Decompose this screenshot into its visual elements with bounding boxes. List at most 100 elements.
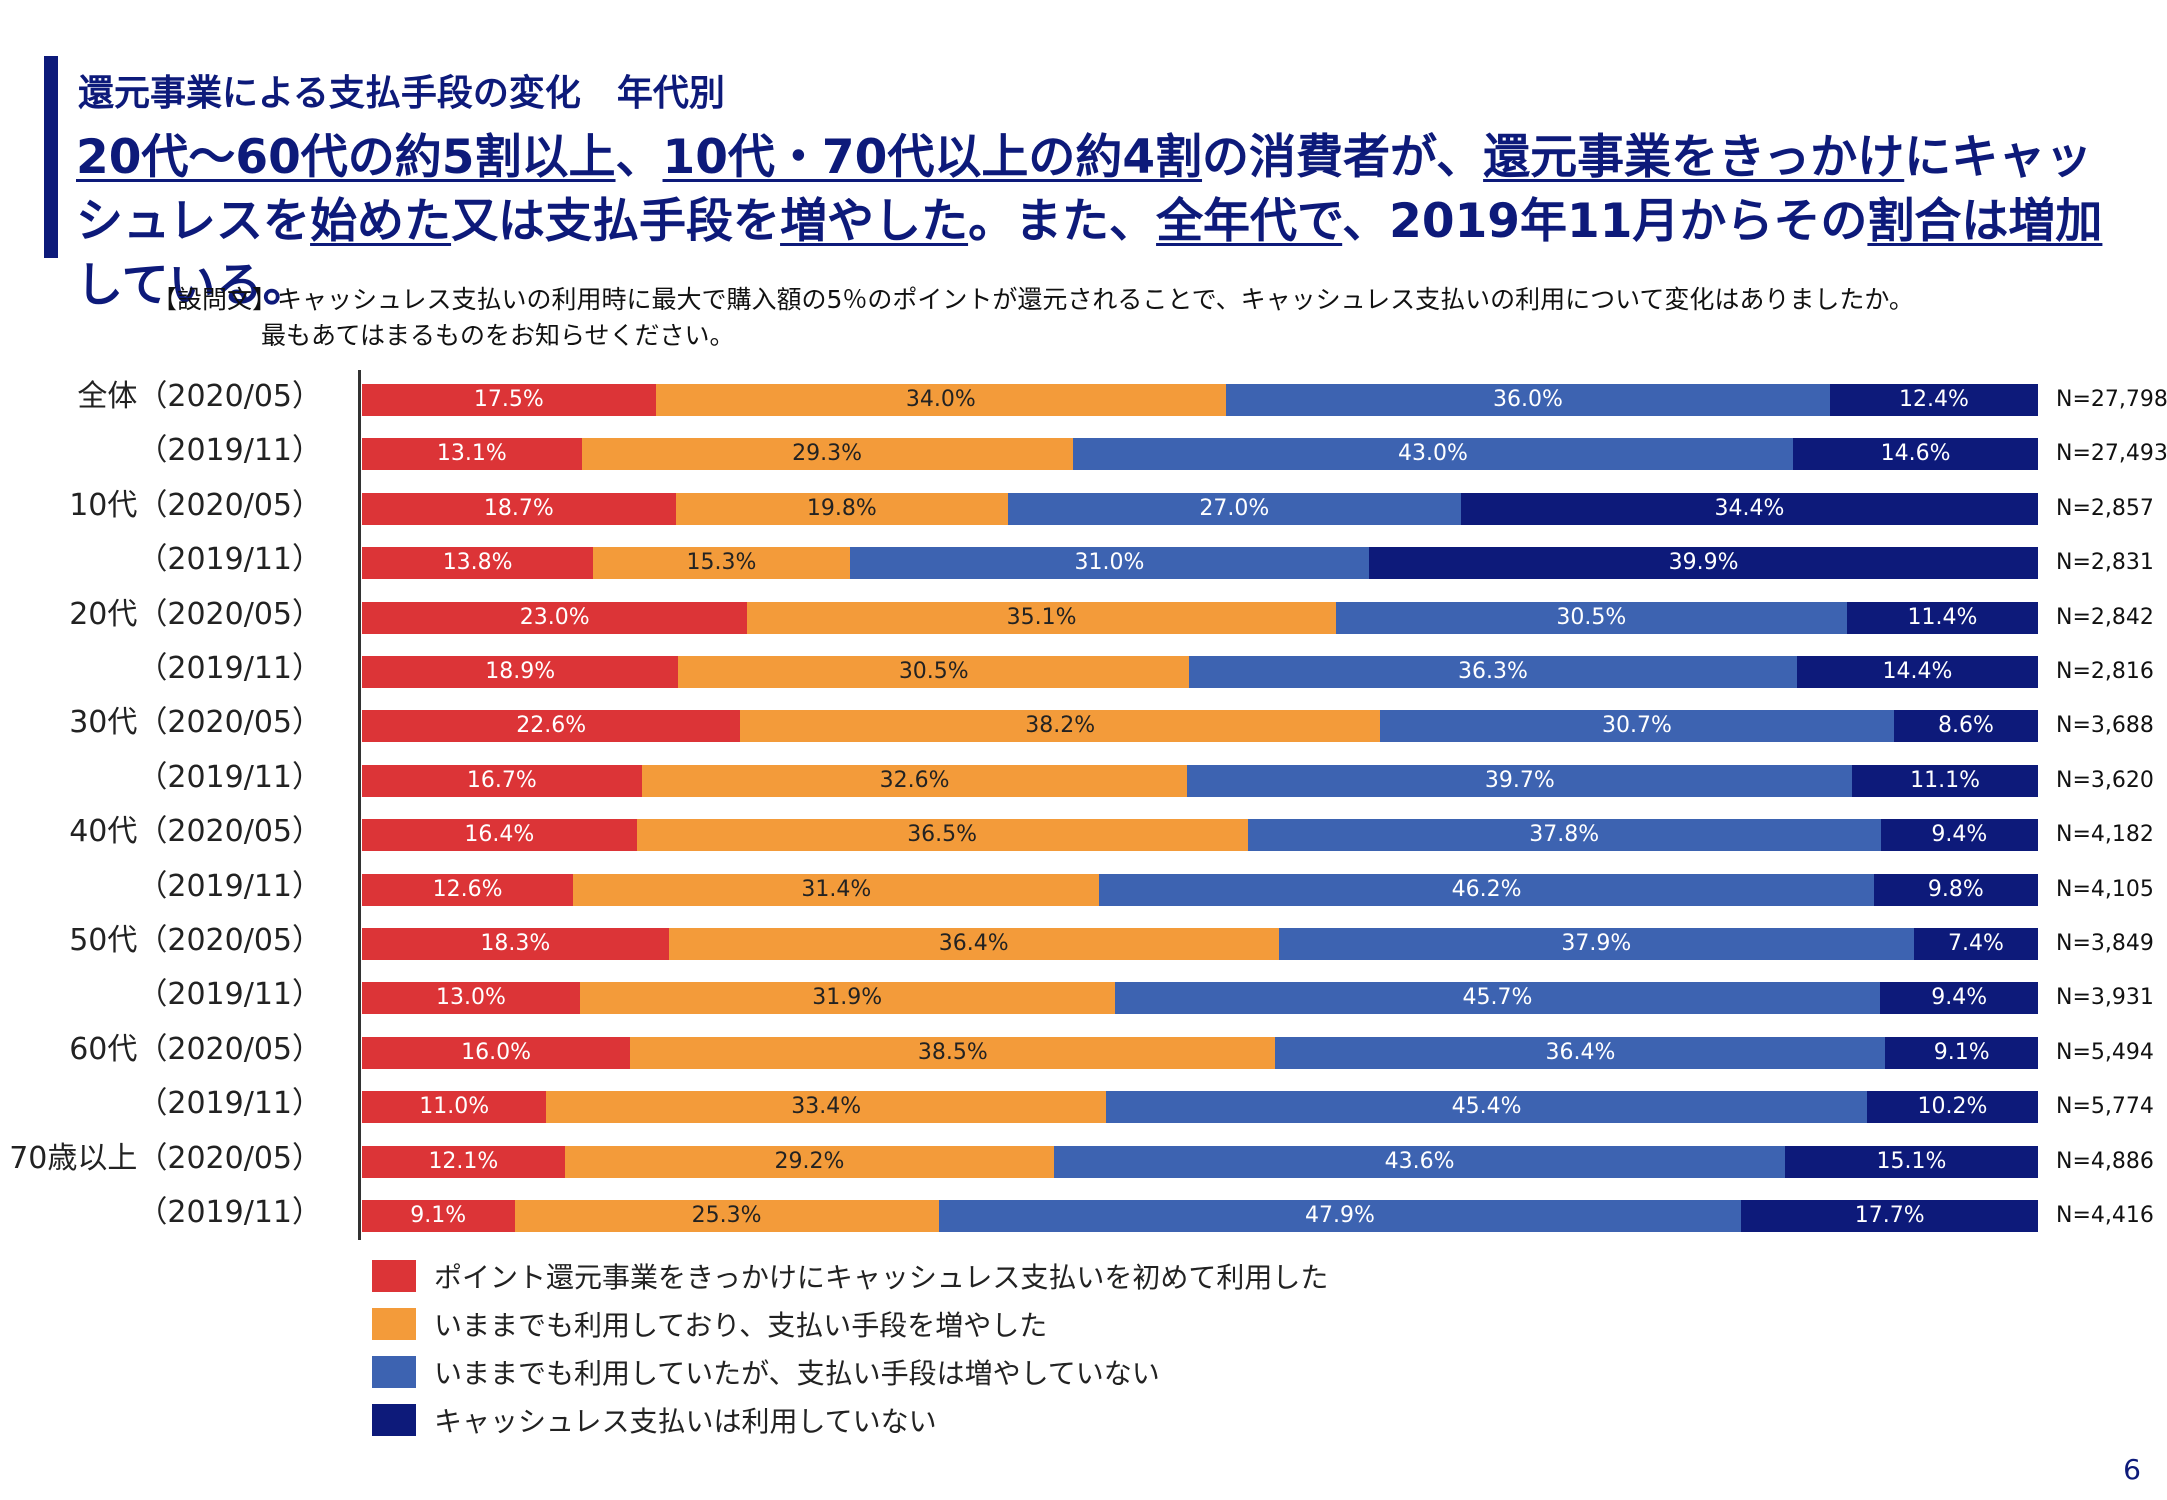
bar-row: 40代（2020/05） 16.4% 36.5% 37.8% 9.4% N=4,182 <box>0 805 2167 859</box>
bar-segment: 22.6% <box>362 710 741 743</box>
bar-segment: 30.5% <box>678 656 1190 688</box>
stacked-bar: 18.3% 36.4% 37.9% 7.4% <box>362 928 2038 960</box>
legend-label: いままでも利用しており、支払い手段を増やした <box>434 1309 1048 1342</box>
bar-segment: 31.0% <box>849 547 1370 580</box>
headline-part: 20代～60代の約5割以上 <box>76 130 616 185</box>
sample-size-label: N=27,493 <box>2056 441 2167 467</box>
category-label: 60代（2020/05） <box>69 1031 322 1067</box>
bar-segment: 15.1% <box>1784 1145 2038 1178</box>
bar-segment: 47.9% <box>938 1200 1742 1232</box>
stacked-bar-chart: 全体（2020/05） 17.5% 34.0% 36.0% 12.4% N=27,798 （… <box>0 370 2167 1250</box>
bar-segment: 18.3% <box>362 928 669 960</box>
stacked-bar: 17.5% 34.0% 36.0% 12.4% <box>362 384 2038 416</box>
category-label: （2019/11） <box>137 542 322 578</box>
bar-segment: 38.2% <box>740 710 1380 743</box>
bar-segment: 23.0% <box>362 601 748 634</box>
bar-row: 70歳以上（2020/05） 12.1% 29.2% 43.6% 15.1% N=4,88… <box>0 1132 2167 1186</box>
legend-label: ポイント還元事業をきっかけにキャッシュレス支払いを初めて利用した <box>434 1261 1329 1294</box>
bar-segment: 35.1% <box>747 601 1336 634</box>
bar-segment: 17.7% <box>1741 1200 2038 1232</box>
bar-row: 10代（2020/05） 18.7% 19.8% 27.0% 34.4% N=2,857 <box>0 479 2167 533</box>
bar-segment: 10.2% <box>1867 1091 2038 1124</box>
stacked-bar: 12.1% 29.2% 43.6% 15.1% <box>362 1145 2038 1178</box>
bar-segment: 14.4% <box>1796 656 2038 688</box>
bar-segment: 7.4% <box>1913 928 2038 960</box>
bar-row: （2019/11） 13.0% 31.9% 45.7% 9.4% N=3,931 <box>0 968 2167 1022</box>
bar-segment: 12.6% <box>362 873 574 906</box>
bar-row: （2019/11） 12.6% 31.4% 46.2% 9.8% N=4,105 <box>0 860 2167 914</box>
bar-segment: 32.6% <box>641 764 1188 797</box>
sample-size-label: N=2,831 <box>2056 550 2154 576</box>
bar-segment: 37.8% <box>1247 819 1881 852</box>
bar-segment: 12.1% <box>362 1145 565 1178</box>
sample-size-label: N=3,688 <box>2056 713 2154 739</box>
category-label: 70歳以上（2020/05） <box>9 1140 322 1176</box>
bar-segment: 31.4% <box>573 873 1100 906</box>
legend-label: いままでも利用していたが、支払い手段は増やしていない <box>434 1357 1160 1390</box>
bar-segment: 9.1% <box>1885 1036 2038 1069</box>
bar-segment: 9.8% <box>1873 873 2038 906</box>
stacked-bar: 22.6% 38.2% 30.7% 8.6% <box>362 710 2038 743</box>
bar-segment: 36.0% <box>1225 384 1830 416</box>
bar-segment: 16.7% <box>362 764 642 797</box>
category-label: 20代（2020/05） <box>69 596 322 632</box>
survey-question: 【設問文】キャッシュレス支払いの利用時に最大で購入額の5％のポイントが還元される… <box>152 282 1914 354</box>
bar-segment: 8.6% <box>1893 710 2038 743</box>
headline-part: 増やした <box>780 194 969 249</box>
category-label: （2019/11） <box>137 977 322 1013</box>
bar-segment: 13.0% <box>362 982 580 1015</box>
stacked-bar: 18.7% 19.8% 27.0% 34.4% <box>362 492 2038 525</box>
sample-size-label: N=2,816 <box>2056 659 2154 684</box>
bar-segment: 25.3% <box>514 1200 939 1232</box>
bar-segment: 11.0% <box>362 1091 547 1124</box>
stacked-bar: 13.8% 15.3% 31.0% 39.9% <box>362 547 2038 580</box>
headline-part: の消費者が、 <box>1202 130 1484 185</box>
bar-segment: 34.4% <box>1460 492 2038 525</box>
category-label: 50代（2020/05） <box>69 923 322 958</box>
bar-segment: 36.3% <box>1189 656 1797 688</box>
category-label: （2019/11） <box>137 868 322 904</box>
chart-legend: ポイント還元事業をきっかけにキャッシュレス支払いを初めて利用した いままでも利用し… <box>372 1252 1328 1444</box>
category-label: （2019/11） <box>137 651 322 686</box>
legend-item: いままでも利用していたが、支払い手段は増やしていない <box>372 1348 1328 1396</box>
slide-headline: 20代～60代の約5割以上、10代・70代以上の約4割の消費者が、還元事業をきっ… <box>76 126 2136 318</box>
legend-item: いままでも利用しており、支払い手段を増やした <box>372 1300 1328 1348</box>
sample-size-label: N=2,857 <box>2056 495 2154 521</box>
bar-row: （2019/11） 13.1% 29.3% 43.0% 14.6% N=27,493 <box>0 424 2167 478</box>
bar-row: 30代（2020/05） 22.6% 38.2% 30.7% 8.6% N=3,688 <box>0 696 2167 750</box>
slide-subtitle: 還元事業による支払手段の変化 年代別 <box>78 73 725 114</box>
sample-size-label: N=5,774 <box>2056 1094 2154 1120</box>
bar-segment: 9.4% <box>1880 982 2038 1015</box>
bar-row: 50代（2020/05） 18.3% 36.4% 37.9% 7.4% N=3,849 <box>0 914 2167 968</box>
bar-segment: 45.7% <box>1114 982 1881 1015</box>
page-number: 6 <box>2123 1453 2141 1486</box>
bar-segment: 9.1% <box>362 1200 515 1232</box>
legend-item: キャッシュレス支払いは利用していない <box>372 1396 1328 1444</box>
bar-segment: 34.0% <box>655 384 1226 416</box>
sample-size-label: N=2,842 <box>2056 604 2154 630</box>
stacked-bar: 13.1% 29.3% 43.0% 14.6% <box>362 438 2038 471</box>
bar-segment: 33.4% <box>546 1091 1107 1124</box>
bar-segment: 16.0% <box>362 1036 631 1069</box>
bar-segment: 29.2% <box>564 1145 1055 1178</box>
bar-row: 60代（2020/05） 16.0% 38.5% 36.4% 9.1% N=5,494 <box>0 1023 2167 1077</box>
bar-segment: 30.7% <box>1379 710 1894 743</box>
bar-segment: 39.9% <box>1369 547 2038 580</box>
bar-row: 20代（2020/05） 23.0% 35.1% 30.5% 11.4% N=2,842 <box>0 588 2167 642</box>
bar-segment: 31.9% <box>579 982 1115 1015</box>
bar-segment: 13.1% <box>362 438 582 471</box>
bar-segment: 16.4% <box>362 819 637 852</box>
bar-row: （2019/11） 9.1% 25.3% 47.9% 17.7% N=4,416 <box>0 1186 2167 1240</box>
bar-segment: 43.6% <box>1054 1145 1785 1178</box>
bar-segment: 11.4% <box>1846 601 2038 634</box>
bar-row: 全体（2020/05） 17.5% 34.0% 36.0% 12.4% N=27,798 <box>0 370 2167 424</box>
category-label: 全体（2020/05） <box>77 379 322 414</box>
stacked-bar: 11.0% 33.4% 45.4% 10.2% <box>362 1091 2038 1124</box>
bar-segment: 9.4% <box>1880 819 2038 852</box>
stacked-bar: 16.7% 32.6% 39.7% 11.1% <box>362 764 2038 797</box>
headline-part: している。 <box>76 258 310 313</box>
bar-segment: 36.4% <box>668 928 1279 960</box>
stacked-bar: 16.0% 38.5% 36.4% 9.1% <box>362 1036 2038 1069</box>
sample-size-label: N=27,798 <box>2056 387 2167 412</box>
bar-segment: 43.0% <box>1072 438 1794 471</box>
